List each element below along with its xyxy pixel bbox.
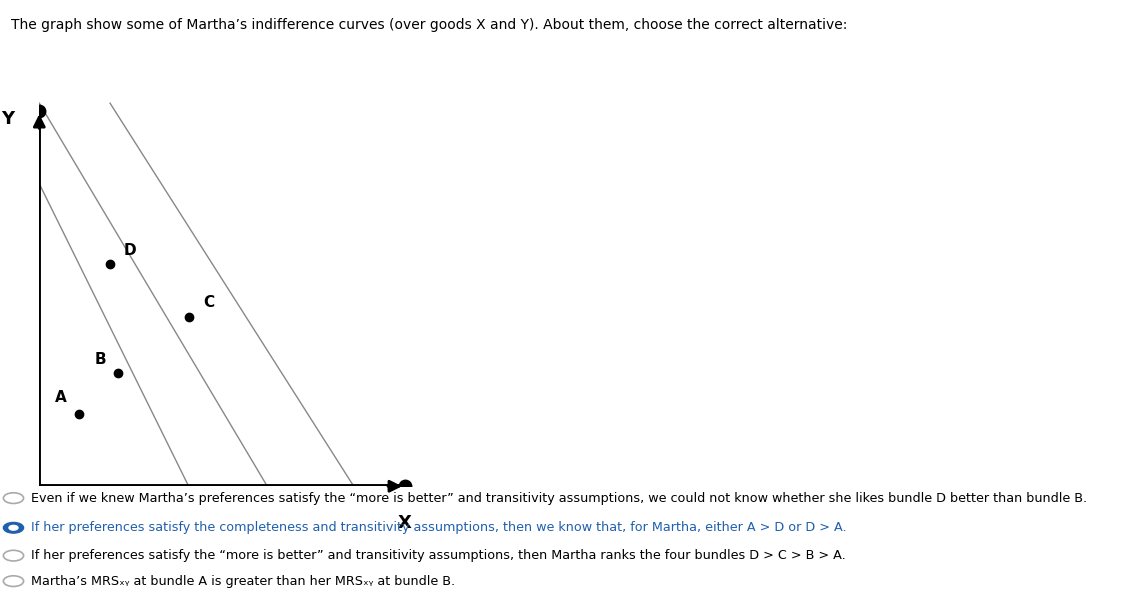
Text: If her preferences satisfy the “more is better” and transitivity assumptions, th: If her preferences satisfy the “more is …	[31, 549, 847, 562]
Text: D: D	[124, 243, 136, 258]
Text: The graph show some of Martha’s indifference curves (over goods X and Y). About : The graph show some of Martha’s indiffer…	[11, 18, 848, 32]
Text: B: B	[94, 352, 106, 366]
Text: X: X	[398, 514, 412, 531]
Text: Y: Y	[1, 110, 15, 128]
Text: C: C	[203, 295, 213, 310]
Text: Even if we knew Martha’s preferences satisfy the “more is better” and transitivi: Even if we knew Martha’s preferences sat…	[31, 492, 1087, 505]
Text: If her preferences satisfy the completeness and transitivity assumptions, then w: If her preferences satisfy the completen…	[31, 521, 847, 534]
Text: Martha’s MRSₓᵧ at bundle A is greater than her MRSₓᵧ at bundle B.: Martha’s MRSₓᵧ at bundle A is greater th…	[31, 575, 456, 588]
Text: A: A	[55, 390, 66, 405]
